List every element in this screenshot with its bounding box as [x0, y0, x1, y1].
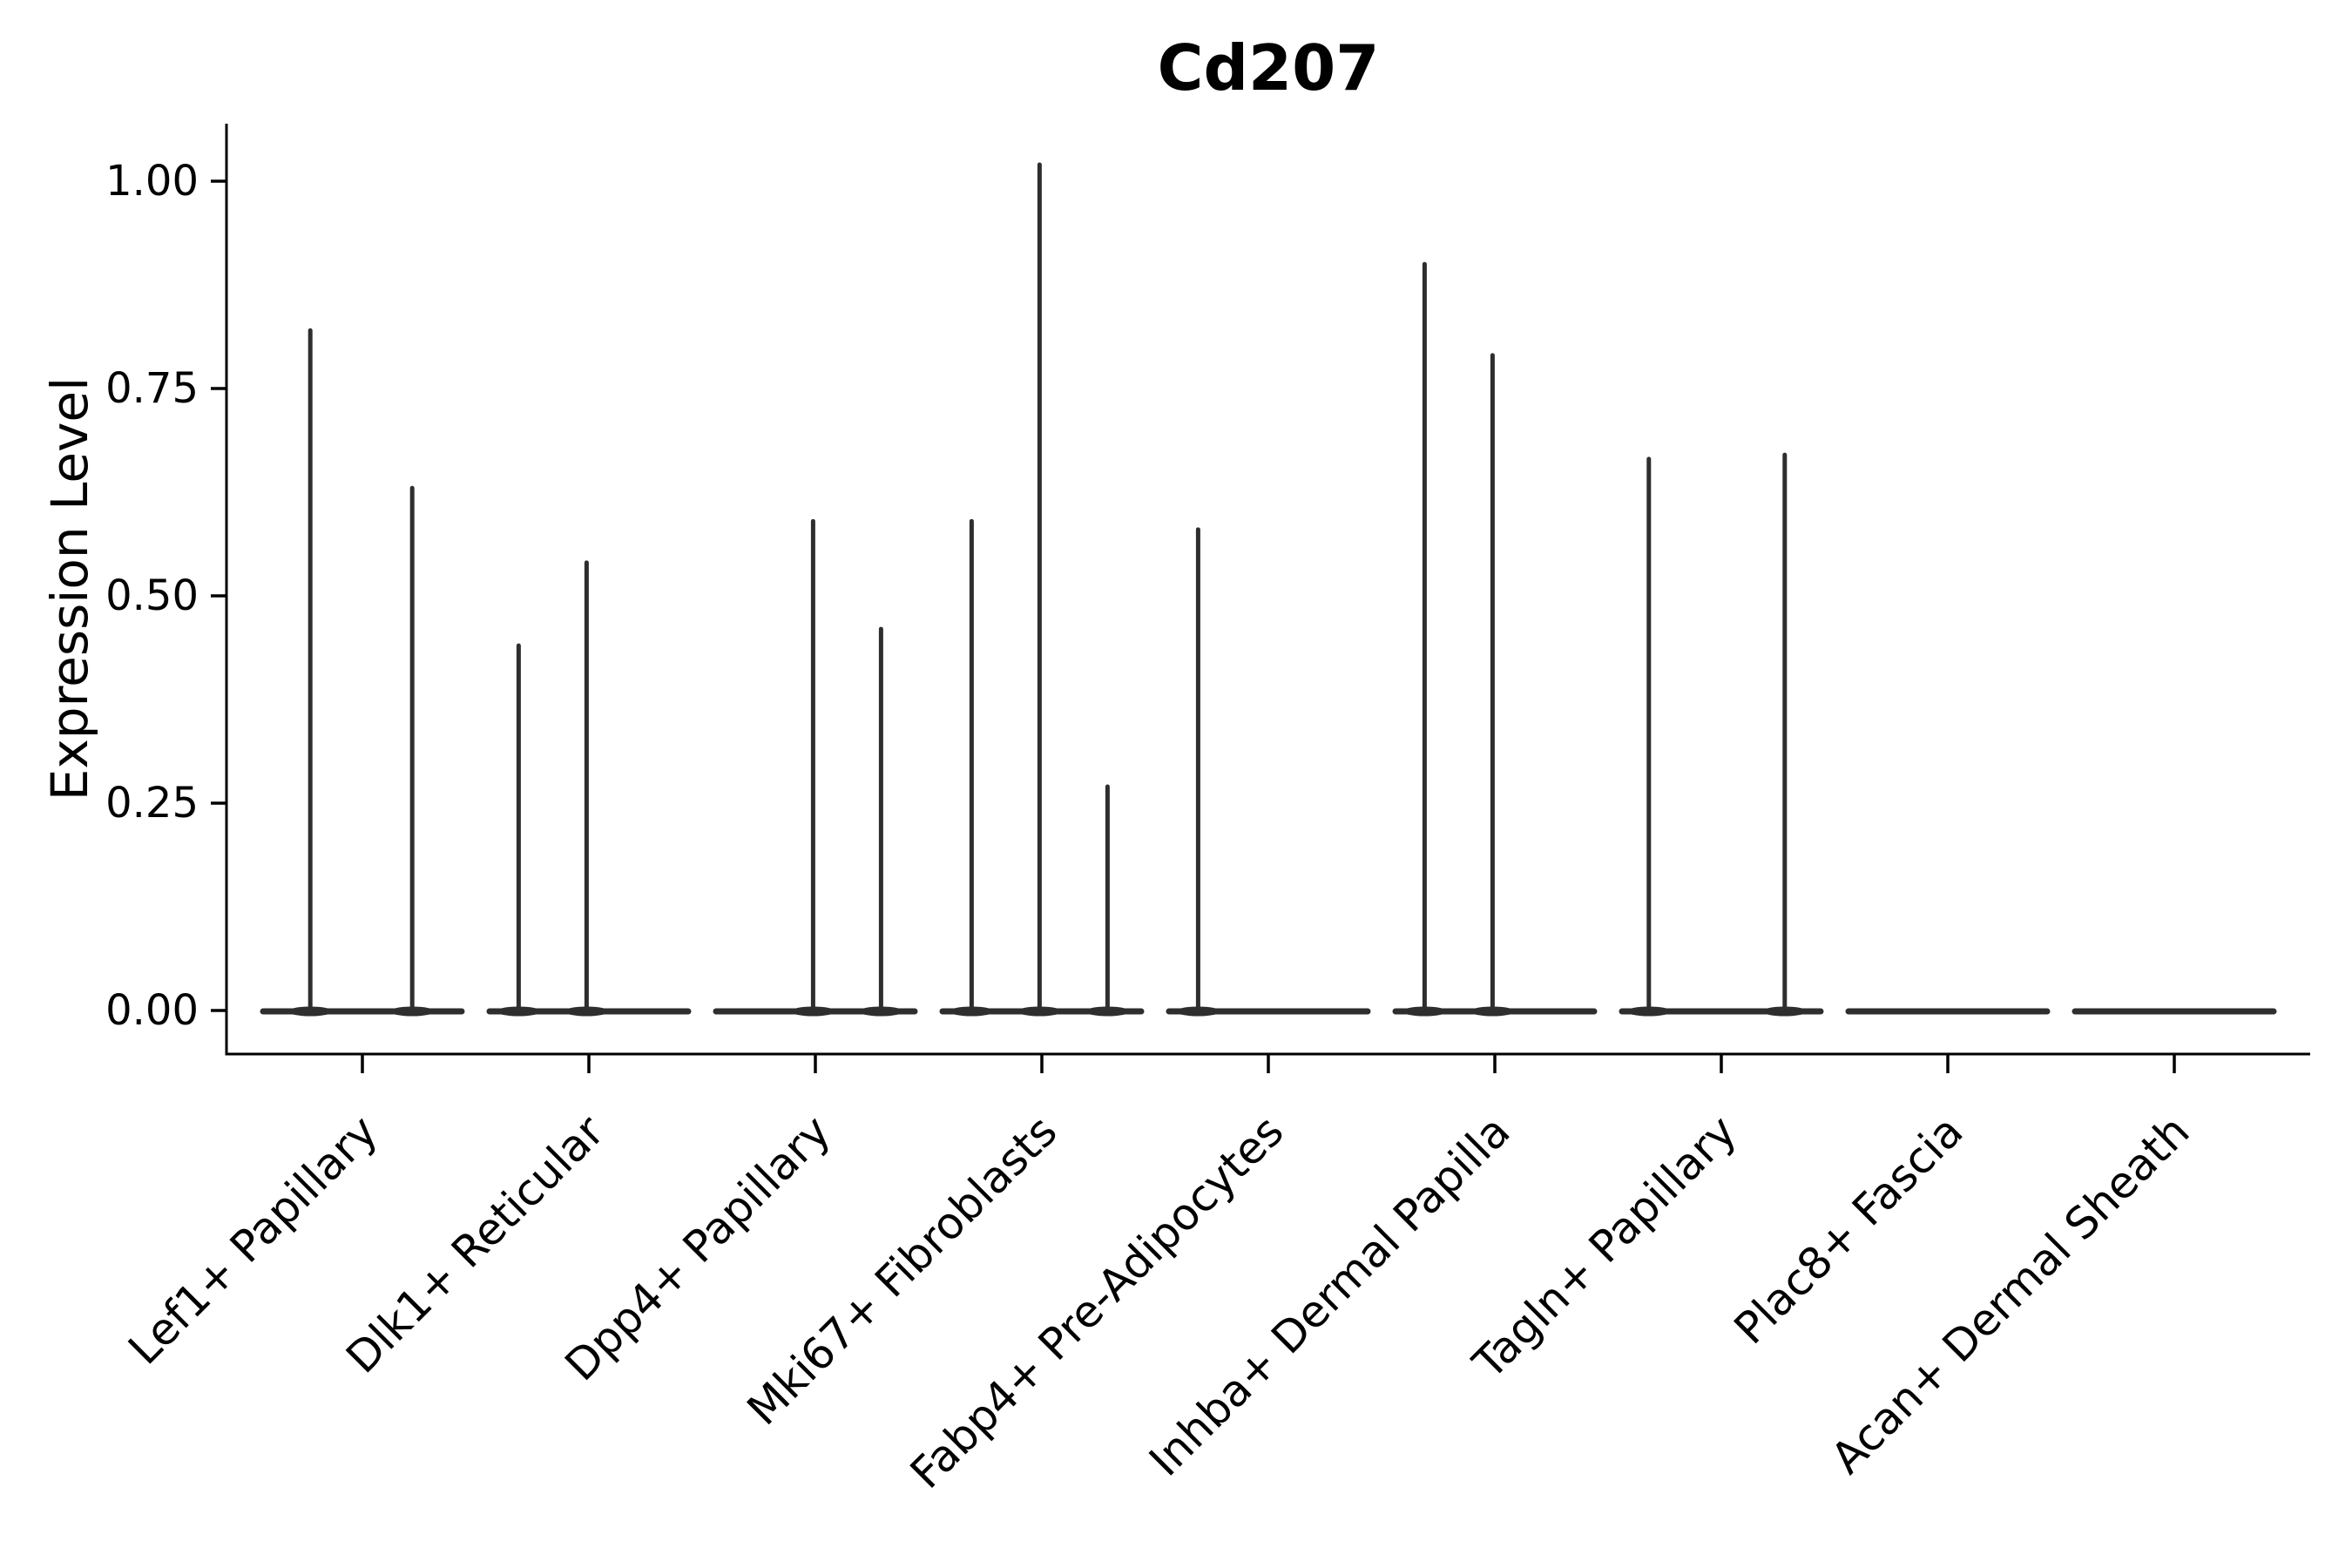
x-tick-label: Inhba+ Dermal Papilla: [1139, 1105, 1519, 1485]
x-tick-label: Plac8+ Fascia: [1725, 1105, 1973, 1354]
x-tick-label: Fabp4+ Pre-Adipocytes: [901, 1105, 1294, 1498]
y-tick-label: 0.50: [105, 571, 199, 620]
x-tick-label: Lef1+ Papillary: [118, 1105, 387, 1374]
chart-title: Cd207: [1157, 31, 1380, 105]
y-tick-label: 0.25: [105, 779, 199, 828]
y-tick-label: 0.00: [105, 986, 199, 1035]
y-tick-label: 1.00: [105, 157, 199, 206]
y-tick-label: 0.75: [105, 364, 199, 413]
x-tick-label: Acan+ Dermal Sheath: [1821, 1105, 2200, 1484]
